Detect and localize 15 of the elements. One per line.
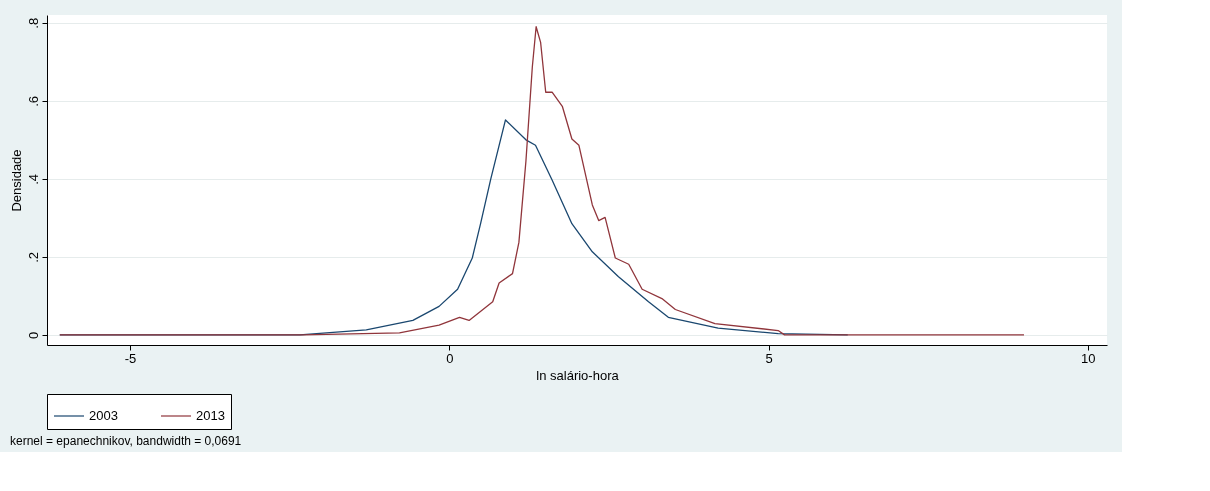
y-tick-label: 0 (25, 331, 41, 339)
y-tick-label: .2 (25, 251, 41, 263)
x-tick-label: 5 (765, 350, 773, 366)
y-axis-title: Densidade (8, 149, 24, 212)
x-tick-label: 0 (446, 350, 454, 366)
legend-label: 2003 (89, 408, 118, 423)
legend-label: 2013 (196, 408, 225, 423)
y-tick-label: .8 (25, 17, 41, 29)
line-series (59, 26, 1025, 336)
x-tick-label: -5 (124, 350, 137, 366)
x-axis-title: ln salário-hora (536, 367, 620, 383)
y-tick-label: .6 (25, 95, 41, 107)
x-tick-label: 10 (1081, 350, 1096, 366)
y-tick-label: .4 (25, 173, 41, 185)
text: kernel = epanechnikov, bandwidth = 0,0691 (10, 433, 242, 448)
